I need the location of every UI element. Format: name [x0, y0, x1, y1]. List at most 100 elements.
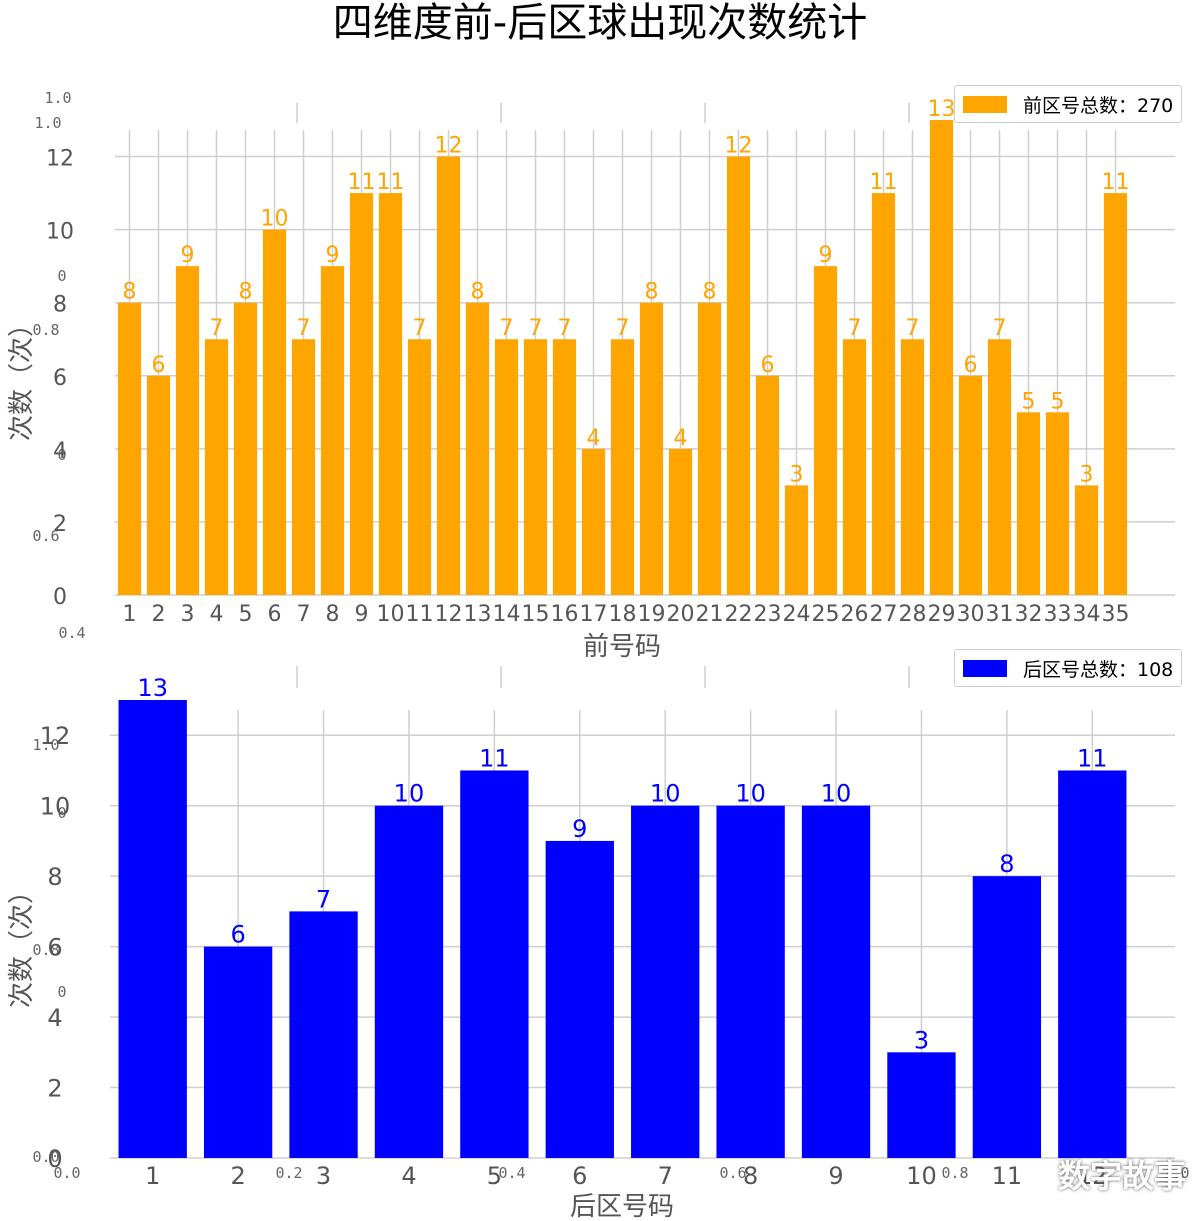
ghost-xtick-bottom: 0.4 — [498, 1164, 525, 1182]
y-tick-label: 10 — [46, 220, 74, 245]
x-tick-label: 15 — [522, 602, 550, 627]
bar — [755, 375, 780, 595]
bar-value-label: 3 — [914, 1026, 929, 1054]
y-tick-label: 12 — [40, 722, 71, 750]
bar-value-label: 10 — [261, 207, 289, 232]
bar — [545, 840, 614, 1158]
ghost-ytick-bottom: 0.8 — [32, 941, 59, 959]
bar-value-label: 7 — [297, 316, 311, 341]
chart-title: 四维度前-后区球出现次数统计 — [332, 0, 868, 46]
bar — [117, 302, 142, 595]
x-tick-label: 2 — [230, 1162, 245, 1190]
bar — [460, 770, 529, 1158]
bar — [639, 302, 664, 595]
bar-value-label: 7 — [316, 885, 331, 913]
y-tick-label: 0 — [53, 585, 67, 610]
bar-value-label: 9 — [572, 815, 587, 843]
x-tick-label: 3 — [316, 1162, 331, 1190]
bar — [813, 266, 838, 595]
bar-value-label: 8 — [471, 280, 485, 305]
x-tick-label: 9 — [355, 602, 369, 627]
x-tick-label: 5 — [487, 1162, 502, 1190]
x-tick-label: 14 — [493, 602, 521, 627]
x-tick-label: 10 — [377, 602, 405, 627]
y-tick-label: 10 — [40, 793, 71, 821]
bar — [929, 120, 954, 595]
bar-value-label: 13 — [928, 97, 956, 122]
bar-value-label: 12 — [725, 134, 753, 159]
ghost-ytick-top: 0 — [57, 446, 66, 464]
x-tick-label: 27 — [870, 602, 898, 627]
bar — [871, 193, 896, 596]
x-tick-label: 28 — [899, 602, 927, 627]
bar-value-label: 11 — [479, 744, 510, 772]
bar — [465, 302, 490, 595]
bar-value-label: 4 — [674, 426, 688, 451]
ghost-xtick-bottom: 0.6 — [719, 1164, 746, 1182]
ghost-ytick-top: 0.8 — [32, 321, 59, 339]
bar — [291, 339, 316, 595]
bar — [494, 339, 519, 595]
bar-value-label: 3 — [1080, 462, 1094, 487]
x-tick-label: 13 — [464, 602, 492, 627]
bar-value-label: 11 — [870, 170, 898, 195]
bar — [378, 193, 403, 596]
x-tick-label: 33 — [1044, 602, 1072, 627]
ghost-ytick-top: 0.6 — [32, 527, 59, 545]
bar-value-label: 10 — [735, 780, 766, 808]
bar — [436, 156, 461, 596]
ghost-ytick-top: 0.4 — [58, 624, 85, 642]
bar — [958, 375, 983, 595]
x-tick-label: 8 — [743, 1162, 758, 1190]
x-tick-label: 9 — [828, 1162, 843, 1190]
x-tick-label: 32 — [1015, 602, 1043, 627]
bar-value-label: 7 — [616, 316, 630, 341]
bar — [972, 876, 1042, 1158]
x-tick-label: 4 — [210, 602, 224, 627]
bar-value-label: 6 — [761, 353, 775, 378]
bar — [1074, 485, 1099, 595]
bar-value-label: 6 — [964, 353, 978, 378]
x-tick-label: 17 — [580, 602, 608, 627]
ghost-xtick-bottom: 0.2 — [275, 1164, 302, 1182]
bar — [118, 700, 187, 1158]
bar — [320, 266, 345, 595]
front-chart: 0246810128162937485106779811911107111212… — [7, 97, 1175, 662]
bar — [349, 193, 374, 596]
bar-value-label: 8 — [645, 280, 659, 305]
bar-value-label: 5 — [1051, 389, 1065, 414]
bar-value-label: 8 — [999, 850, 1014, 878]
bar — [233, 302, 258, 595]
x-tick-label: 30 — [957, 602, 985, 627]
x-tick-label: 19 — [638, 602, 666, 627]
y-tick-label: 4 — [47, 1004, 62, 1032]
ghost-xtick-bottom: 0.0 — [53, 1164, 80, 1182]
x-tick-label: 34 — [1073, 602, 1101, 627]
x-tick-label: 3 — [181, 602, 195, 627]
bar-value-label: 7 — [993, 316, 1007, 341]
x-tick-label: 10 — [906, 1162, 937, 1190]
ghost-ytick-top: 0 — [57, 267, 66, 285]
x-tick-label: 24 — [783, 602, 811, 627]
bar-value-label: 8 — [703, 280, 717, 305]
bar-value-label: 10 — [394, 780, 425, 808]
y-tick-label: 6 — [47, 934, 62, 962]
ghost-ytick-top: 1.0 — [34, 114, 61, 132]
bar-value-label: 11 — [377, 170, 405, 195]
ghost-ytick-bottom: 0 — [57, 983, 66, 1001]
bar — [801, 805, 871, 1158]
x-tick-label: 31 — [986, 602, 1014, 627]
bar-value-label: 4 — [587, 426, 601, 451]
y-axis-label: 次数（次） — [7, 311, 37, 441]
y-tick-label: 2 — [53, 512, 67, 537]
x-tick-label: 5 — [239, 602, 253, 627]
bar — [374, 805, 444, 1158]
x-tick-label: 6 — [572, 1162, 587, 1190]
bar — [726, 156, 751, 596]
bar — [204, 339, 229, 595]
x-tick-label: 29 — [928, 602, 956, 627]
bar-value-label: 7 — [906, 316, 920, 341]
watermark-text: 数字故事 — [1057, 1157, 1186, 1195]
x-tick-label: 12 — [1077, 1162, 1108, 1190]
ghost-ytick-top: 1.0 — [44, 89, 71, 107]
